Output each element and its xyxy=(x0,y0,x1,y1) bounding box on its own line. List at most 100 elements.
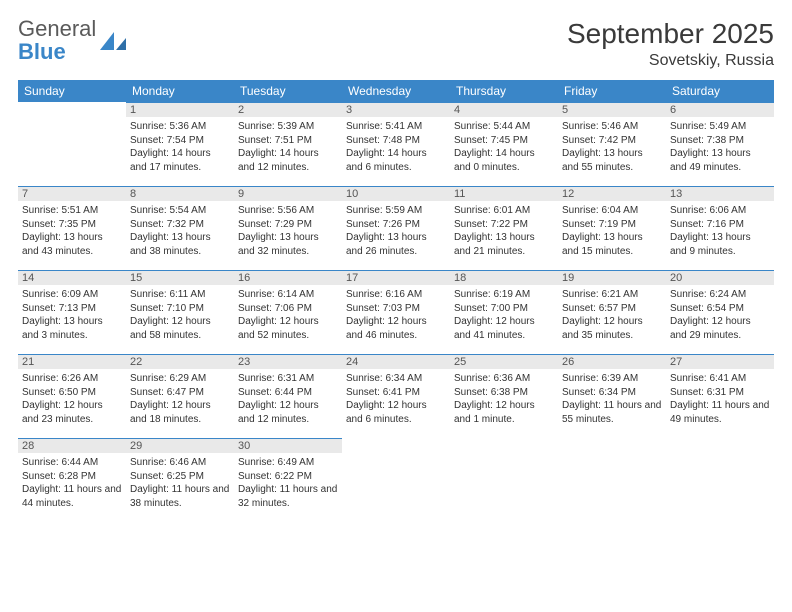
sunset-text: Sunset: 7:19 PM xyxy=(562,218,662,232)
sunset-text: Sunset: 7:51 PM xyxy=(238,134,338,148)
calendar-week-row: 21Sunrise: 6:26 AMSunset: 6:50 PMDayligh… xyxy=(18,354,774,438)
day-number: 13 xyxy=(666,186,774,201)
calendar-week-row: 14 Sunrise: 6:09 AMSunset: 7:13 PM Dayligh… xyxy=(18,270,774,354)
sunrise-text: Sunrise: 6:16 AM xyxy=(346,288,446,302)
day-number: 16 xyxy=(234,270,342,285)
daylight-text: Daylight: 12 hours and 23 minutes. xyxy=(22,399,122,426)
sunset-text: Sunset: 6:28 PM xyxy=(22,470,122,484)
sunset-text: Sunset: 6:54 PM xyxy=(670,302,770,316)
daylight-text: Daylight: 13 hours and 26 minutes. xyxy=(346,231,446,258)
sunset-text: Sunset: 7:03 PM xyxy=(346,302,446,316)
daylight-text: Daylight: 14 hours and 17 minutes. xyxy=(130,147,230,174)
sunrise-text: Sunrise: 5:59 AM xyxy=(346,204,446,218)
sail-icon xyxy=(100,32,126,50)
day-number: 2 xyxy=(234,102,342,117)
sunset-text: Sunset: 7:48 PM xyxy=(346,134,446,148)
sunrise-text: Sunrise: 5:56 AM xyxy=(238,204,338,218)
weekday-header: Thursday xyxy=(450,80,558,102)
sunrise-text: Sunrise: 5:51 AM xyxy=(22,204,122,218)
calendar-day-cell: 17Sunrise: 6:16 AMSunset: 7:03 PMDayligh… xyxy=(342,270,450,354)
sunset-text: Sunset: 7:26 PM xyxy=(346,218,446,232)
day-number: 1 xyxy=(126,102,234,117)
daylight-text: Daylight: 13 hours and 38 minutes. xyxy=(130,231,230,258)
sunrise-text: Sunrise: 5:46 AM xyxy=(562,120,662,134)
sunrise-text: Sunrise: 5:39 AM xyxy=(238,120,338,134)
calendar-day-cell xyxy=(666,438,774,522)
calendar-day-cell: 27Sunrise: 6:41 AMSunset: 6:31 PMDayligh… xyxy=(666,354,774,438)
sunrise-text: Sunrise: 6:39 AM xyxy=(562,372,662,386)
sunset-text: Sunset: 7:32 PM xyxy=(130,218,230,232)
day-number: 5 xyxy=(558,102,666,117)
sunrise-text: Sunrise: 6:21 AM xyxy=(562,288,662,302)
sunrise-text: Sunrise: 6:01 AM xyxy=(454,204,554,218)
sunrise-text: Sunrise: 6:09 AM xyxy=(22,288,122,302)
daylight-text: Daylight: 12 hours and 52 minutes. xyxy=(238,315,338,342)
sunrise-text: Sunrise: 5:36 AM xyxy=(130,120,230,134)
calendar-day-cell: 26Sunrise: 6:39 AMSunset: 6:34 PMDayligh… xyxy=(558,354,666,438)
sunrise-text: Sunrise: 6:49 AM xyxy=(238,456,338,470)
day-details: Sunrise: 6:44 AMSunset: 6:28 PMDaylight:… xyxy=(18,453,126,510)
calendar-header-row: SundayMondayTuesdayWednesdayThursdayFrid… xyxy=(18,80,774,102)
day-details: Sunrise: 5:56 AMSunset: 7:29 PMDaylight:… xyxy=(234,201,342,258)
sunset-text: Sunset: 6:34 PM xyxy=(562,386,662,400)
calendar-day-cell: 13Sunrise: 6:06 AMSunset: 7:16 PMDayligh… xyxy=(666,186,774,270)
day-number: 6 xyxy=(666,102,774,117)
day-details: Sunrise: 6:41 AMSunset: 6:31 PMDaylight:… xyxy=(666,369,774,426)
daylight-text: Daylight: 11 hours and 49 minutes. xyxy=(670,399,770,426)
calendar-day-cell: 25Sunrise: 6:36 AMSunset: 6:38 PMDayligh… xyxy=(450,354,558,438)
sunrise-text: Sunrise: 6:34 AM xyxy=(346,372,446,386)
day-details: Sunrise: 6:16 AMSunset: 7:03 PMDaylight:… xyxy=(342,285,450,342)
sunset-text: Sunset: 7:00 PM xyxy=(454,302,554,316)
sunrise-text: Sunrise: 5:49 AM xyxy=(670,120,770,134)
daylight-text: Daylight: 12 hours and 58 minutes. xyxy=(130,315,230,342)
calendar-day-cell: 21Sunrise: 6:26 AMSunset: 6:50 PMDayligh… xyxy=(18,354,126,438)
day-number: 11 xyxy=(450,186,558,201)
calendar-week-row: 28Sunrise: 6:44 AMSunset: 6:28 PMDayligh… xyxy=(18,438,774,522)
day-details: Sunrise: 6:46 AMSunset: 6:25 PMDaylight:… xyxy=(126,453,234,510)
daylight-text: Daylight: 12 hours and 1 minute. xyxy=(454,399,554,426)
sunset-text: Sunset: 7:22 PM xyxy=(454,218,554,232)
day-details: Sunrise: 5:54 AMSunset: 7:32 PMDaylight:… xyxy=(126,201,234,258)
sunrise-text: Sunrise: 5:54 AM xyxy=(130,204,230,218)
calendar-day-cell: 28Sunrise: 6:44 AMSunset: 6:28 PMDayligh… xyxy=(18,438,126,522)
sunrise-text: Sunrise: 6:44 AM xyxy=(22,456,122,470)
daylight-text: Daylight: 11 hours and 32 minutes. xyxy=(238,483,338,510)
brand-bottom: Blue xyxy=(18,39,66,64)
day-number: 17 xyxy=(342,270,450,285)
daylight-text: Daylight: 11 hours and 44 minutes. xyxy=(22,483,122,510)
daylight-text: Daylight: 11 hours and 38 minutes. xyxy=(130,483,230,510)
calendar-table: SundayMondayTuesdayWednesdayThursdayFrid… xyxy=(18,80,774,522)
day-details: Sunrise: 6:36 AMSunset: 6:38 PMDaylight:… xyxy=(450,369,558,426)
calendar-day-cell: 10Sunrise: 5:59 AMSunset: 7:26 PMDayligh… xyxy=(342,186,450,270)
daylight-text: Daylight: 12 hours and 12 minutes. xyxy=(238,399,338,426)
sunset-text: Sunset: 7:13 PM xyxy=(22,302,122,316)
day-details: Sunrise: 5:44 AMSunset: 7:45 PMDaylight:… xyxy=(450,117,558,174)
day-details: Sunrise: 5:49 AMSunset: 7:38 PMDaylight:… xyxy=(666,117,774,174)
sunrise-text: Sunrise: 6:06 AM xyxy=(670,204,770,218)
day-number: 28 xyxy=(18,438,126,453)
daylight-text: Daylight: 14 hours and 0 minutes. xyxy=(454,147,554,174)
daylight-text: Daylight: 12 hours and 29 minutes. xyxy=(670,315,770,342)
calendar-day-cell: 3Sunrise: 5:41 AMSunset: 7:48 PMDaylight… xyxy=(342,102,450,186)
sunset-text: Sunset: 7:54 PM xyxy=(130,134,230,148)
sunset-text: Sunset: 6:25 PM xyxy=(130,470,230,484)
day-number: 15 xyxy=(126,270,234,285)
day-number: 7 xyxy=(18,186,126,201)
calendar-day-cell: 1 Sunrise: 5:36 AMSunset: 7:54 PMDaylight… xyxy=(126,102,234,186)
day-details: Sunrise: 6:21 AMSunset: 6:57 PMDaylight:… xyxy=(558,285,666,342)
calendar-day-cell: 11Sunrise: 6:01 AMSunset: 7:22 PMDayligh… xyxy=(450,186,558,270)
page-header: General Blue September 2025 Sovetskiy, R… xyxy=(18,18,774,70)
day-number: 3 xyxy=(342,102,450,117)
day-number: 14 xyxy=(18,270,126,285)
day-details: Sunrise: 6:06 AMSunset: 7:16 PMDaylight:… xyxy=(666,201,774,258)
day-details: Sunrise: 6:19 AMSunset: 7:00 PMDaylight:… xyxy=(450,285,558,342)
daylight-text: Daylight: 12 hours and 41 minutes. xyxy=(454,315,554,342)
day-details: Sunrise: 6:14 AMSunset: 7:06 PMDaylight:… xyxy=(234,285,342,342)
sunset-text: Sunset: 7:10 PM xyxy=(130,302,230,316)
day-details: Sunrise: 6:04 AMSunset: 7:19 PMDaylight:… xyxy=(558,201,666,258)
brand-logo: General Blue xyxy=(18,18,126,64)
weekday-header: Saturday xyxy=(666,80,774,102)
sunset-text: Sunset: 6:44 PM xyxy=(238,386,338,400)
title-block: September 2025 Sovetskiy, Russia xyxy=(567,18,774,70)
daylight-text: Daylight: 12 hours and 6 minutes. xyxy=(346,399,446,426)
